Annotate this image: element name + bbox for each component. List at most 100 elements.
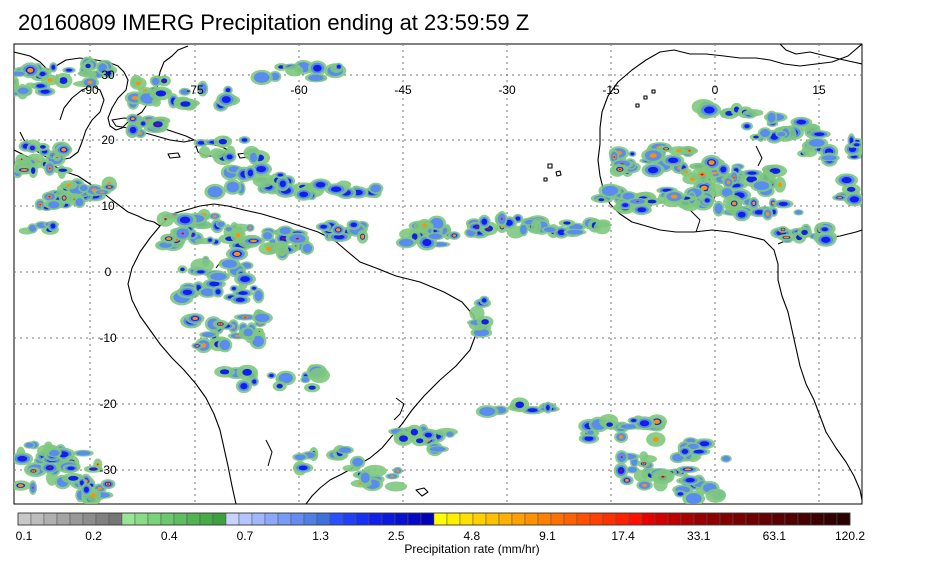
- colorbar-swatch: [550, 512, 565, 526]
- precip-cell: [360, 472, 370, 484]
- precip-cell: [17, 87, 29, 94]
- precip-cell: [180, 267, 185, 272]
- precip-cell: [77, 70, 97, 77]
- precip-cell: [129, 126, 137, 134]
- precip-cell: [315, 181, 326, 188]
- colorbar-swatch: [810, 512, 825, 526]
- precip-cell: [850, 155, 858, 159]
- colorbar-swatch: [433, 512, 448, 526]
- precip-cell: [209, 281, 220, 287]
- precip-cell: [225, 227, 233, 232]
- colorbar-tick-label: 0.4: [161, 529, 178, 543]
- precip-cell: [333, 234, 345, 240]
- precip-core: [837, 196, 842, 199]
- precip-cell: [28, 224, 37, 232]
- precip-cell: [40, 89, 50, 94]
- precip-core: [99, 191, 105, 194]
- precip-cell: [428, 233, 443, 240]
- precip-cell: [313, 64, 322, 72]
- precip-cell: [320, 224, 328, 229]
- precip-cell: [31, 167, 36, 175]
- precip-core: [48, 167, 51, 170]
- precip-core: [48, 467, 52, 469]
- precip-core: [61, 148, 67, 152]
- colorbar-swatch: [95, 512, 110, 526]
- precip-cell: [198, 83, 207, 95]
- precip-cell: [747, 171, 757, 175]
- precip-cell: [596, 219, 611, 228]
- colorbar-swatch: [199, 512, 214, 526]
- precip-core: [642, 463, 645, 465]
- precip-cell: [515, 401, 525, 409]
- precip-cell: [424, 432, 432, 438]
- colorbar-swatch: [316, 512, 331, 526]
- precip-core: [163, 80, 166, 82]
- precip-cell: [685, 477, 695, 483]
- precip-cell: [530, 219, 542, 235]
- precip-cell: [796, 119, 807, 125]
- precip-core: [107, 483, 110, 485]
- lon-label: -30: [498, 83, 516, 97]
- colorbar-swatch: [706, 512, 721, 526]
- precip-cell: [39, 145, 46, 149]
- precip-cell: [703, 106, 715, 114]
- precip-cell: [753, 135, 759, 139]
- precip-core: [92, 468, 95, 470]
- precip-core: [487, 227, 491, 230]
- precip-core: [700, 185, 708, 191]
- precip-cell: [221, 259, 238, 268]
- precip-cell: [277, 173, 284, 177]
- precip-cell: [39, 71, 46, 76]
- precip-cell: [243, 328, 253, 337]
- precip-cell: [67, 466, 75, 471]
- precip-cell: [197, 141, 205, 145]
- precip-cell: [566, 229, 583, 235]
- precip-cell: [637, 207, 647, 213]
- precip-cell: [330, 186, 342, 192]
- precip-cell: [68, 475, 79, 481]
- precip-core: [708, 160, 715, 165]
- precip-cell: [746, 175, 757, 183]
- precip-core: [661, 475, 665, 478]
- precip-cell: [299, 191, 309, 198]
- precip-core: [32, 486, 34, 489]
- precip-cell: [278, 372, 293, 384]
- precip-cell: [705, 488, 726, 503]
- colorbar-swatch: [290, 512, 305, 526]
- precip-cell: [630, 152, 635, 156]
- precip-core: [20, 168, 28, 172]
- precip-cell: [215, 289, 221, 295]
- precip-core: [396, 469, 400, 472]
- precip-cell: [429, 446, 446, 452]
- precip-cell: [515, 216, 521, 221]
- precip-cell: [252, 379, 257, 384]
- precip-core: [142, 89, 148, 92]
- precip-cell: [256, 165, 267, 173]
- precip-cell: [546, 404, 550, 411]
- precip-cell: [202, 332, 215, 338]
- lat-label: -10: [99, 331, 117, 345]
- latitude-labels: 30 20 10 0 -10 -20 -30: [99, 68, 117, 477]
- colorbar-swatch: [446, 512, 461, 526]
- precip-cell: [639, 420, 650, 427]
- precip-core: [712, 171, 718, 175]
- colorbar-tick-label: 4.8: [463, 529, 480, 543]
- precip-cell: [370, 184, 382, 193]
- precip-core: [39, 203, 41, 206]
- colorbar-tick-label: 17.4: [611, 529, 635, 543]
- precip-cell: [294, 454, 306, 460]
- precip-core: [664, 147, 669, 150]
- precip-cell: [339, 447, 352, 454]
- precip-core: [778, 182, 782, 188]
- precip-cell: [481, 298, 487, 303]
- precip-cell: [754, 210, 764, 215]
- colorbar-swatch: [56, 512, 71, 526]
- precip-cell: [17, 455, 28, 462]
- precip-cell: [221, 96, 231, 103]
- precip-cell: [179, 216, 191, 224]
- precip-cell: [821, 236, 831, 243]
- precip-cell: [587, 430, 594, 435]
- precip-cell: [200, 288, 215, 297]
- precip-cell: [720, 166, 727, 173]
- colorbar-swatch: [472, 512, 487, 526]
